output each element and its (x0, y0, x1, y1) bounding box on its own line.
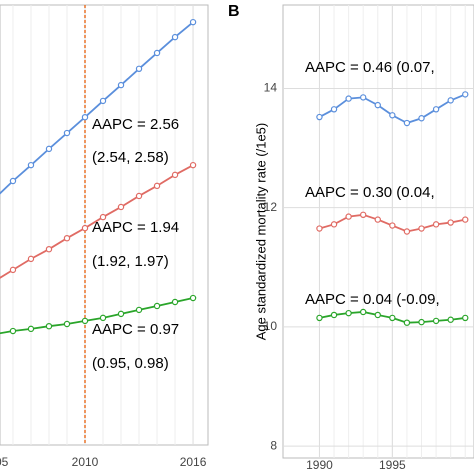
data-point (45, 323, 53, 330)
data-point (316, 225, 323, 232)
data-point (432, 221, 440, 228)
panel-label: B (228, 3, 240, 20)
data-point (447, 219, 454, 226)
data-point (403, 228, 411, 235)
annotation: (0.95, 0.98) (92, 355, 169, 372)
data-point (316, 314, 323, 322)
plot-background (282, 4, 474, 459)
y-tick-label: 12 (264, 200, 278, 214)
data-point (171, 298, 179, 306)
data-point (135, 65, 143, 73)
data-point (418, 225, 425, 232)
x-tick-label: 2005 (0, 455, 9, 469)
data-point (432, 317, 440, 325)
y-tick-label: 8 (270, 438, 277, 452)
x-tick-label: 1990 (306, 458, 333, 472)
data-point (189, 294, 197, 302)
data-point (389, 314, 396, 322)
annotation: AAPC = 0.46 (0.07, (305, 59, 435, 76)
data-point (389, 112, 396, 119)
data-point (316, 113, 323, 121)
data-point (135, 192, 143, 200)
annotation: AAPC = 2.56 (92, 116, 179, 133)
data-point (462, 216, 469, 223)
data-point (374, 216, 381, 223)
data-point (135, 306, 143, 314)
data-point (447, 316, 454, 323)
data-point (9, 327, 17, 335)
data-point (153, 49, 161, 57)
data-point (359, 308, 367, 316)
data-point (189, 161, 197, 169)
data-point (330, 311, 338, 319)
data-point (81, 113, 89, 121)
data-point (63, 320, 71, 328)
plot-area (0, 5, 197, 445)
data-point (345, 95, 352, 102)
annotation: AAPC = 0.04 (-0.09, (305, 291, 440, 308)
data-point (27, 161, 35, 169)
data-point (389, 222, 396, 229)
annotation: AAPC = 0.30 (0.04, (305, 184, 435, 201)
x-tick-label: 1995 (379, 458, 406, 472)
data-point (99, 97, 107, 105)
data-point (374, 311, 381, 319)
data-point (171, 33, 179, 41)
data-point (189, 18, 197, 26)
series-line (0, 164, 194, 279)
data-point (117, 81, 125, 89)
data-point (359, 94, 367, 101)
data-point (359, 211, 367, 219)
data-point (117, 203, 125, 211)
data-point (63, 129, 71, 137)
data-point (27, 255, 35, 263)
data-point (330, 221, 338, 228)
data-point (374, 101, 381, 109)
data-point (99, 314, 107, 322)
data-point (462, 314, 469, 322)
data-point (462, 91, 469, 98)
annotation: (2.54, 2.58) (92, 149, 169, 166)
data-point (171, 171, 179, 179)
data-point (418, 115, 425, 122)
data-point (345, 213, 352, 220)
data-point (153, 302, 161, 310)
annotation: AAPC = 0.97 (92, 321, 179, 338)
data-point (45, 245, 53, 253)
x-tick-label: 2016 (180, 455, 207, 469)
annotation: AAPC = 1.94 (92, 219, 179, 236)
data-point (99, 213, 107, 221)
data-point (45, 145, 53, 153)
data-point (63, 234, 71, 242)
y-axis-label: Age standardized mortality rate (/1e5) (253, 123, 268, 341)
data-point (418, 318, 425, 326)
data-point (403, 119, 411, 127)
data-point (117, 310, 125, 318)
data-point (9, 266, 17, 274)
data-point (330, 106, 338, 113)
plot-background (0, 4, 209, 446)
x-tick-label: 2010 (72, 455, 99, 469)
data-point (432, 106, 440, 113)
series-line (0, 21, 194, 195)
y-tick-label: 14 (264, 81, 278, 95)
annotation: (1.92, 1.97) (92, 253, 169, 270)
data-point (345, 309, 352, 317)
y-tick-label: 10 (264, 319, 278, 333)
data-point (9, 177, 17, 185)
plot-area (283, 5, 474, 458)
data-point (27, 325, 35, 333)
data-point (403, 319, 411, 326)
data-point (153, 182, 161, 190)
data-point (81, 224, 89, 232)
data-point (81, 317, 89, 325)
data-point (447, 97, 454, 104)
